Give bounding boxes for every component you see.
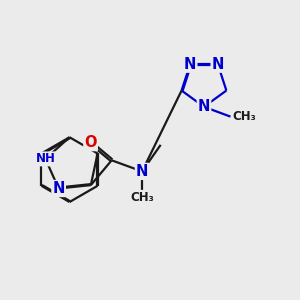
Text: O: O bbox=[84, 135, 97, 150]
Text: N: N bbox=[52, 181, 65, 196]
Text: CH₃: CH₃ bbox=[130, 191, 154, 204]
Text: N: N bbox=[184, 57, 196, 72]
Text: N: N bbox=[198, 99, 210, 114]
Text: NH: NH bbox=[35, 152, 56, 165]
Text: N: N bbox=[212, 57, 224, 72]
Text: N: N bbox=[136, 164, 148, 179]
Text: CH₃: CH₃ bbox=[232, 110, 256, 123]
